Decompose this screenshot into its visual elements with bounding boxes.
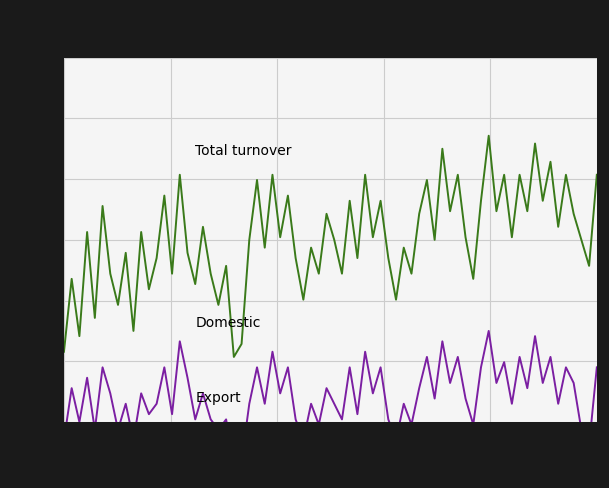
Text: Domestic: Domestic <box>195 315 261 329</box>
Text: Export: Export <box>195 390 241 405</box>
Text: Total turnover: Total turnover <box>195 143 292 158</box>
